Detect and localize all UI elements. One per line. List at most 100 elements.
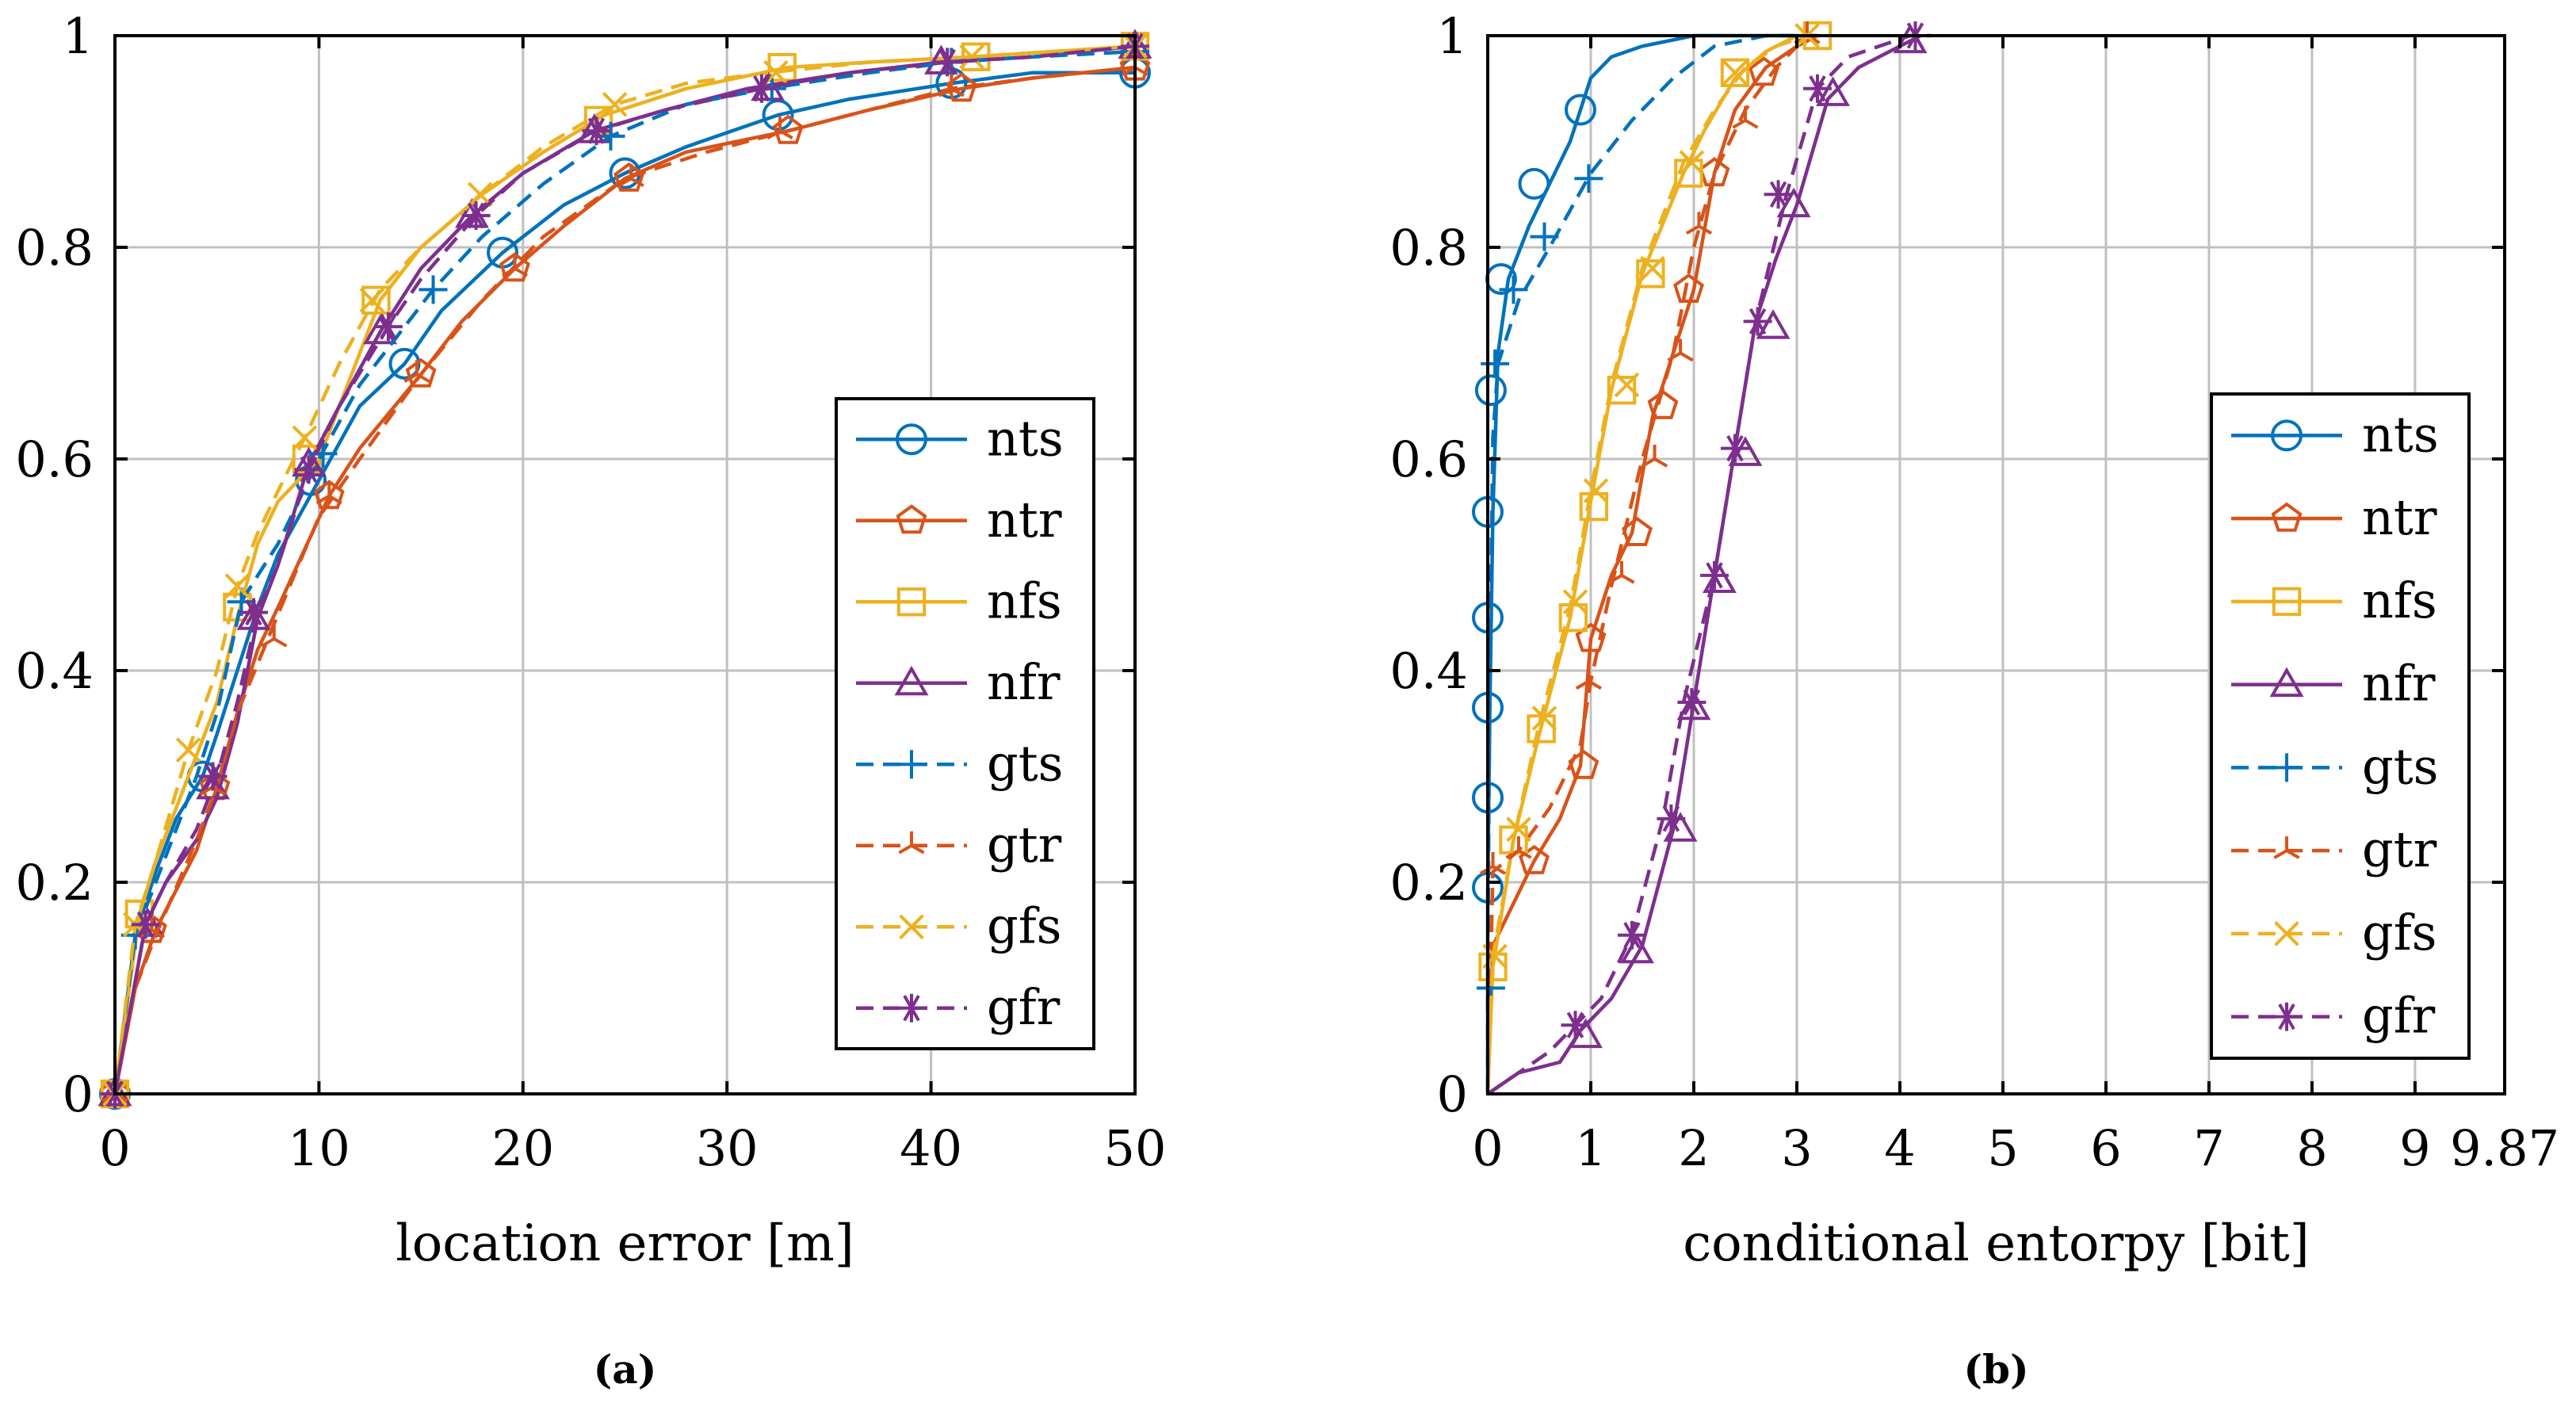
- data-point-gts: [419, 275, 448, 304]
- legend-entry-nts: nts: [2231, 405, 2439, 463]
- legend-label: ntr: [987, 491, 1062, 549]
- legend-label: nfs: [987, 572, 1062, 629]
- data-point-ntr: [405, 357, 437, 388]
- series-line-gtr: [1485, 34, 1809, 1095]
- data-point-ntr: [1519, 844, 1550, 874]
- data-point-gtr: [315, 481, 342, 505]
- x-tick-label: 9: [2399, 1119, 2430, 1177]
- x-tick-label: 1: [1575, 1119, 1606, 1177]
- data-point-gtr: [617, 164, 644, 187]
- panel-b: 0 1 2 3 4 5 6 7 8 9 9.87 0 0.2 0.4 0.6 0.8 1 conditional …: [1389, 7, 2559, 1393]
- x-axis-label: conditional entorpy [bit]: [1683, 1214, 2309, 1273]
- data-point-gfr: [131, 910, 160, 939]
- legend-marker-gts: [2272, 753, 2301, 782]
- data-point-gfr: [582, 117, 611, 146]
- data-point-nfr: [455, 197, 489, 228]
- data-point-gfs: [359, 287, 385, 313]
- x-tick-label: 20: [491, 1119, 554, 1177]
- x-tick-label: 10: [288, 1119, 350, 1177]
- legend-label: nfs: [2362, 572, 2437, 629]
- tick-marks: [1486, 34, 2506, 1095]
- x-tick-label: 40: [900, 1119, 962, 1177]
- x-tick-label: 5: [1987, 1119, 2018, 1177]
- data-point-gts: [1499, 275, 1528, 304]
- data-point-nfr: [1756, 309, 1791, 339]
- data-point-nts: [1564, 94, 1596, 126]
- data-point-gfs: [959, 44, 984, 70]
- data-point-nfs: [361, 285, 391, 315]
- series-group: [1472, 21, 1931, 1095]
- legend-label: nfr: [2362, 655, 2436, 713]
- data-point-nfr: [1620, 933, 1654, 964]
- y-tick-label: 0.8: [1389, 219, 1468, 277]
- data-point-ntr: [499, 252, 530, 282]
- y-tick-label: 0.2: [15, 854, 94, 912]
- data-point-gfr: [747, 74, 776, 103]
- legend-label: ntr: [2362, 488, 2437, 546]
- data-point-gfr: [933, 48, 962, 77]
- data-point-nfr: [1816, 76, 1850, 106]
- data-point-gfr: [1720, 434, 1749, 463]
- data-point-gfr: [1561, 1011, 1590, 1040]
- legend-entry-gfs: gfs: [2231, 904, 2436, 962]
- axes-frame: [113, 34, 1137, 1095]
- data-point-gfs: [1506, 816, 1531, 843]
- subplot-label: (b): [1963, 1346, 2028, 1393]
- legend-marker-nts: [896, 423, 927, 456]
- legend-label: gts: [987, 734, 1063, 792]
- x-tick-label: 0: [1472, 1119, 1503, 1177]
- legend-entry-gfr: gfr: [2231, 987, 2436, 1045]
- legend-entry-gtr: gtr: [856, 816, 1062, 874]
- data-point-gtr: [261, 624, 288, 648]
- data-point-gfr: [1657, 804, 1686, 833]
- data-point-gfr: [239, 598, 269, 627]
- data-point-nts: [1474, 374, 1507, 407]
- data-point-gfs: [1531, 705, 1557, 731]
- data-point-nts: [388, 347, 421, 380]
- legend-marker-gfs: [899, 914, 924, 940]
- legend-box: [835, 397, 1095, 1050]
- data-point-nts: [1518, 167, 1550, 200]
- series-line-gts: [113, 49, 1136, 1095]
- axes-frame: [1486, 34, 2506, 1095]
- data-point-ntr: [1673, 273, 1704, 303]
- data-point-gfr: [198, 762, 227, 791]
- legend-label: gfr: [2362, 987, 2436, 1045]
- data-point-gtr: [1667, 338, 1694, 362]
- legend-marker-nfs: [896, 587, 927, 617]
- data-point-nfs: [961, 42, 991, 71]
- data-point-gts: [1530, 222, 1559, 251]
- data-point-nfr: [1776, 187, 1811, 218]
- legend-entry-gfr: gfr: [856, 978, 1061, 1036]
- x-tick-label: 8: [2296, 1119, 2327, 1177]
- x-tick-label: 2: [1678, 1119, 1709, 1177]
- data-point-gfs: [1640, 255, 1665, 281]
- series-gfs: [102, 33, 1148, 1107]
- y-tick-label: 0.2: [1389, 854, 1468, 912]
- x-tick-label: 4: [1884, 1119, 1915, 1177]
- data-point-gtr: [1641, 445, 1668, 468]
- data-point-gfr: [461, 201, 491, 230]
- legend-marker-gtr: [898, 831, 925, 855]
- data-point-gtr: [1732, 105, 1759, 129]
- data-point-gts: [308, 439, 338, 468]
- data-point-gfs: [175, 737, 201, 763]
- legend-entry-nfr: nfr: [856, 653, 1061, 711]
- legend-label: gts: [2362, 737, 2438, 795]
- legend-entry-nts: nts: [856, 409, 1064, 467]
- legend-marker-gtr: [2273, 836, 2300, 859]
- series-line-ntr: [1485, 33, 1819, 1095]
- legend-box: [2210, 392, 2471, 1060]
- legend-entry-ntr: ntr: [856, 491, 1062, 549]
- x-tick-label: 7: [2193, 1119, 2224, 1177]
- data-point-gtr: [1685, 212, 1713, 235]
- data-point-gtr: [766, 117, 793, 140]
- legend-entry-nfr: nfr: [2231, 655, 2436, 713]
- data-point-gfr: [294, 455, 323, 484]
- y-tick-label: 0.4: [15, 642, 94, 700]
- data-point-ntr: [1647, 389, 1679, 419]
- legend-entry-gfs: gfs: [856, 897, 1061, 954]
- series-line-gfs: [113, 44, 1136, 1095]
- data-point-gfs: [1583, 478, 1609, 503]
